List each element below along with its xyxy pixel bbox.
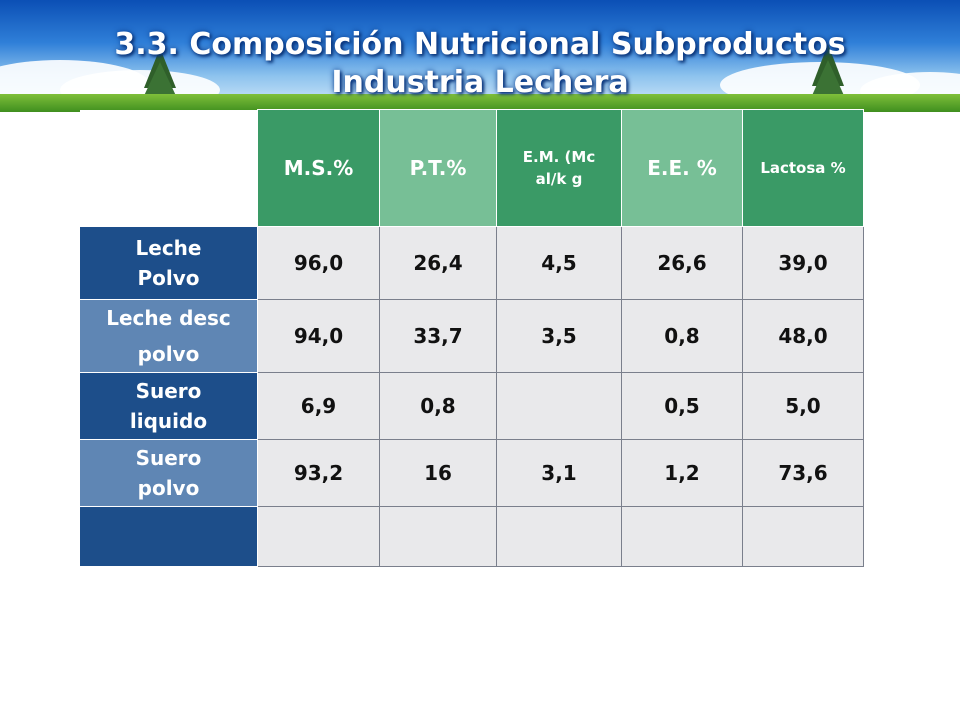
- table-cell: 3,5: [496, 299, 622, 373]
- table-row: [79, 506, 864, 567]
- table-cell: 26,4: [379, 226, 497, 300]
- row-label: Suero polvo: [79, 439, 258, 507]
- table-cell: 3,1: [496, 439, 622, 507]
- column-header-text: Lactosa %: [760, 159, 846, 177]
- table-row: Leche Polvo 96,0 26,4 4,5 26,6 39,0: [79, 226, 864, 300]
- column-header: E.M. (Mcal/k g: [496, 109, 622, 227]
- table-cell: 5,0: [742, 372, 864, 440]
- table-row: Suero liquido 6,9 0,8 0,5 5,0: [79, 372, 864, 440]
- grass-strip: [0, 94, 960, 112]
- table-cell: 33,7: [379, 299, 497, 373]
- table-row: Suero polvo 93,2 16 3,1 1,2 73,6: [79, 439, 864, 507]
- table-cell: [496, 506, 622, 567]
- table-cell: 0,8: [379, 372, 497, 440]
- nutrition-table: M.S.% P.T.% E.M. (Mcal/k g E.E. % Lactos…: [79, 109, 864, 567]
- table-cell: 4,5: [496, 226, 622, 300]
- row-label-text: Leche desc polvo: [106, 306, 231, 366]
- table-cell: 1,2: [621, 439, 743, 507]
- table-cell: 26,6: [621, 226, 743, 300]
- column-header: P.T.%: [379, 109, 497, 227]
- slide-title: 3.3. Composición Nutricional Subproducto…: [0, 26, 960, 102]
- table-cell: 48,0: [742, 299, 864, 373]
- column-header: Lactosa %: [742, 109, 864, 227]
- table-cell: 16: [379, 439, 497, 507]
- table-cell: [742, 506, 864, 567]
- table-corner-cell: [79, 109, 258, 227]
- table-cell: 39,0: [742, 226, 864, 300]
- table-cell: [379, 506, 497, 567]
- table-cell: 93,2: [257, 439, 380, 507]
- table-cell: [257, 506, 380, 567]
- row-label: [79, 506, 258, 567]
- column-header: E.E. %: [621, 109, 743, 227]
- row-label-text: Suero liquido: [129, 379, 208, 433]
- row-label: Leche desc polvo: [79, 299, 258, 373]
- table-cell: 94,0: [257, 299, 380, 373]
- row-label: Suero liquido: [79, 372, 258, 440]
- table-cell: 96,0: [257, 226, 380, 300]
- table-header-row: M.S.% P.T.% E.M. (Mcal/k g E.E. % Lactos…: [79, 109, 864, 227]
- slide-title-line-1: 3.3. Composición Nutricional Subproducto…: [114, 27, 846, 62]
- table-cell: [621, 506, 743, 567]
- table-cell: 6,9: [257, 372, 380, 440]
- header-banner: [0, 0, 960, 112]
- slide-title-line-2: Industria Lechera: [331, 65, 629, 100]
- row-label: Leche Polvo: [79, 226, 258, 300]
- table-row: Leche desc polvo 94,0 33,7 3,5 0,8 48,0: [79, 299, 864, 373]
- column-header-text: E.M. (Mcal/k g: [522, 148, 596, 188]
- row-label-text: Suero polvo: [135, 446, 202, 500]
- table-cell: [496, 372, 622, 440]
- table-cell: 0,8: [621, 299, 743, 373]
- table-cell: 73,6: [742, 439, 864, 507]
- column-header: M.S.%: [257, 109, 380, 227]
- row-label-text: Leche Polvo: [135, 236, 202, 290]
- table-cell: 0,5: [621, 372, 743, 440]
